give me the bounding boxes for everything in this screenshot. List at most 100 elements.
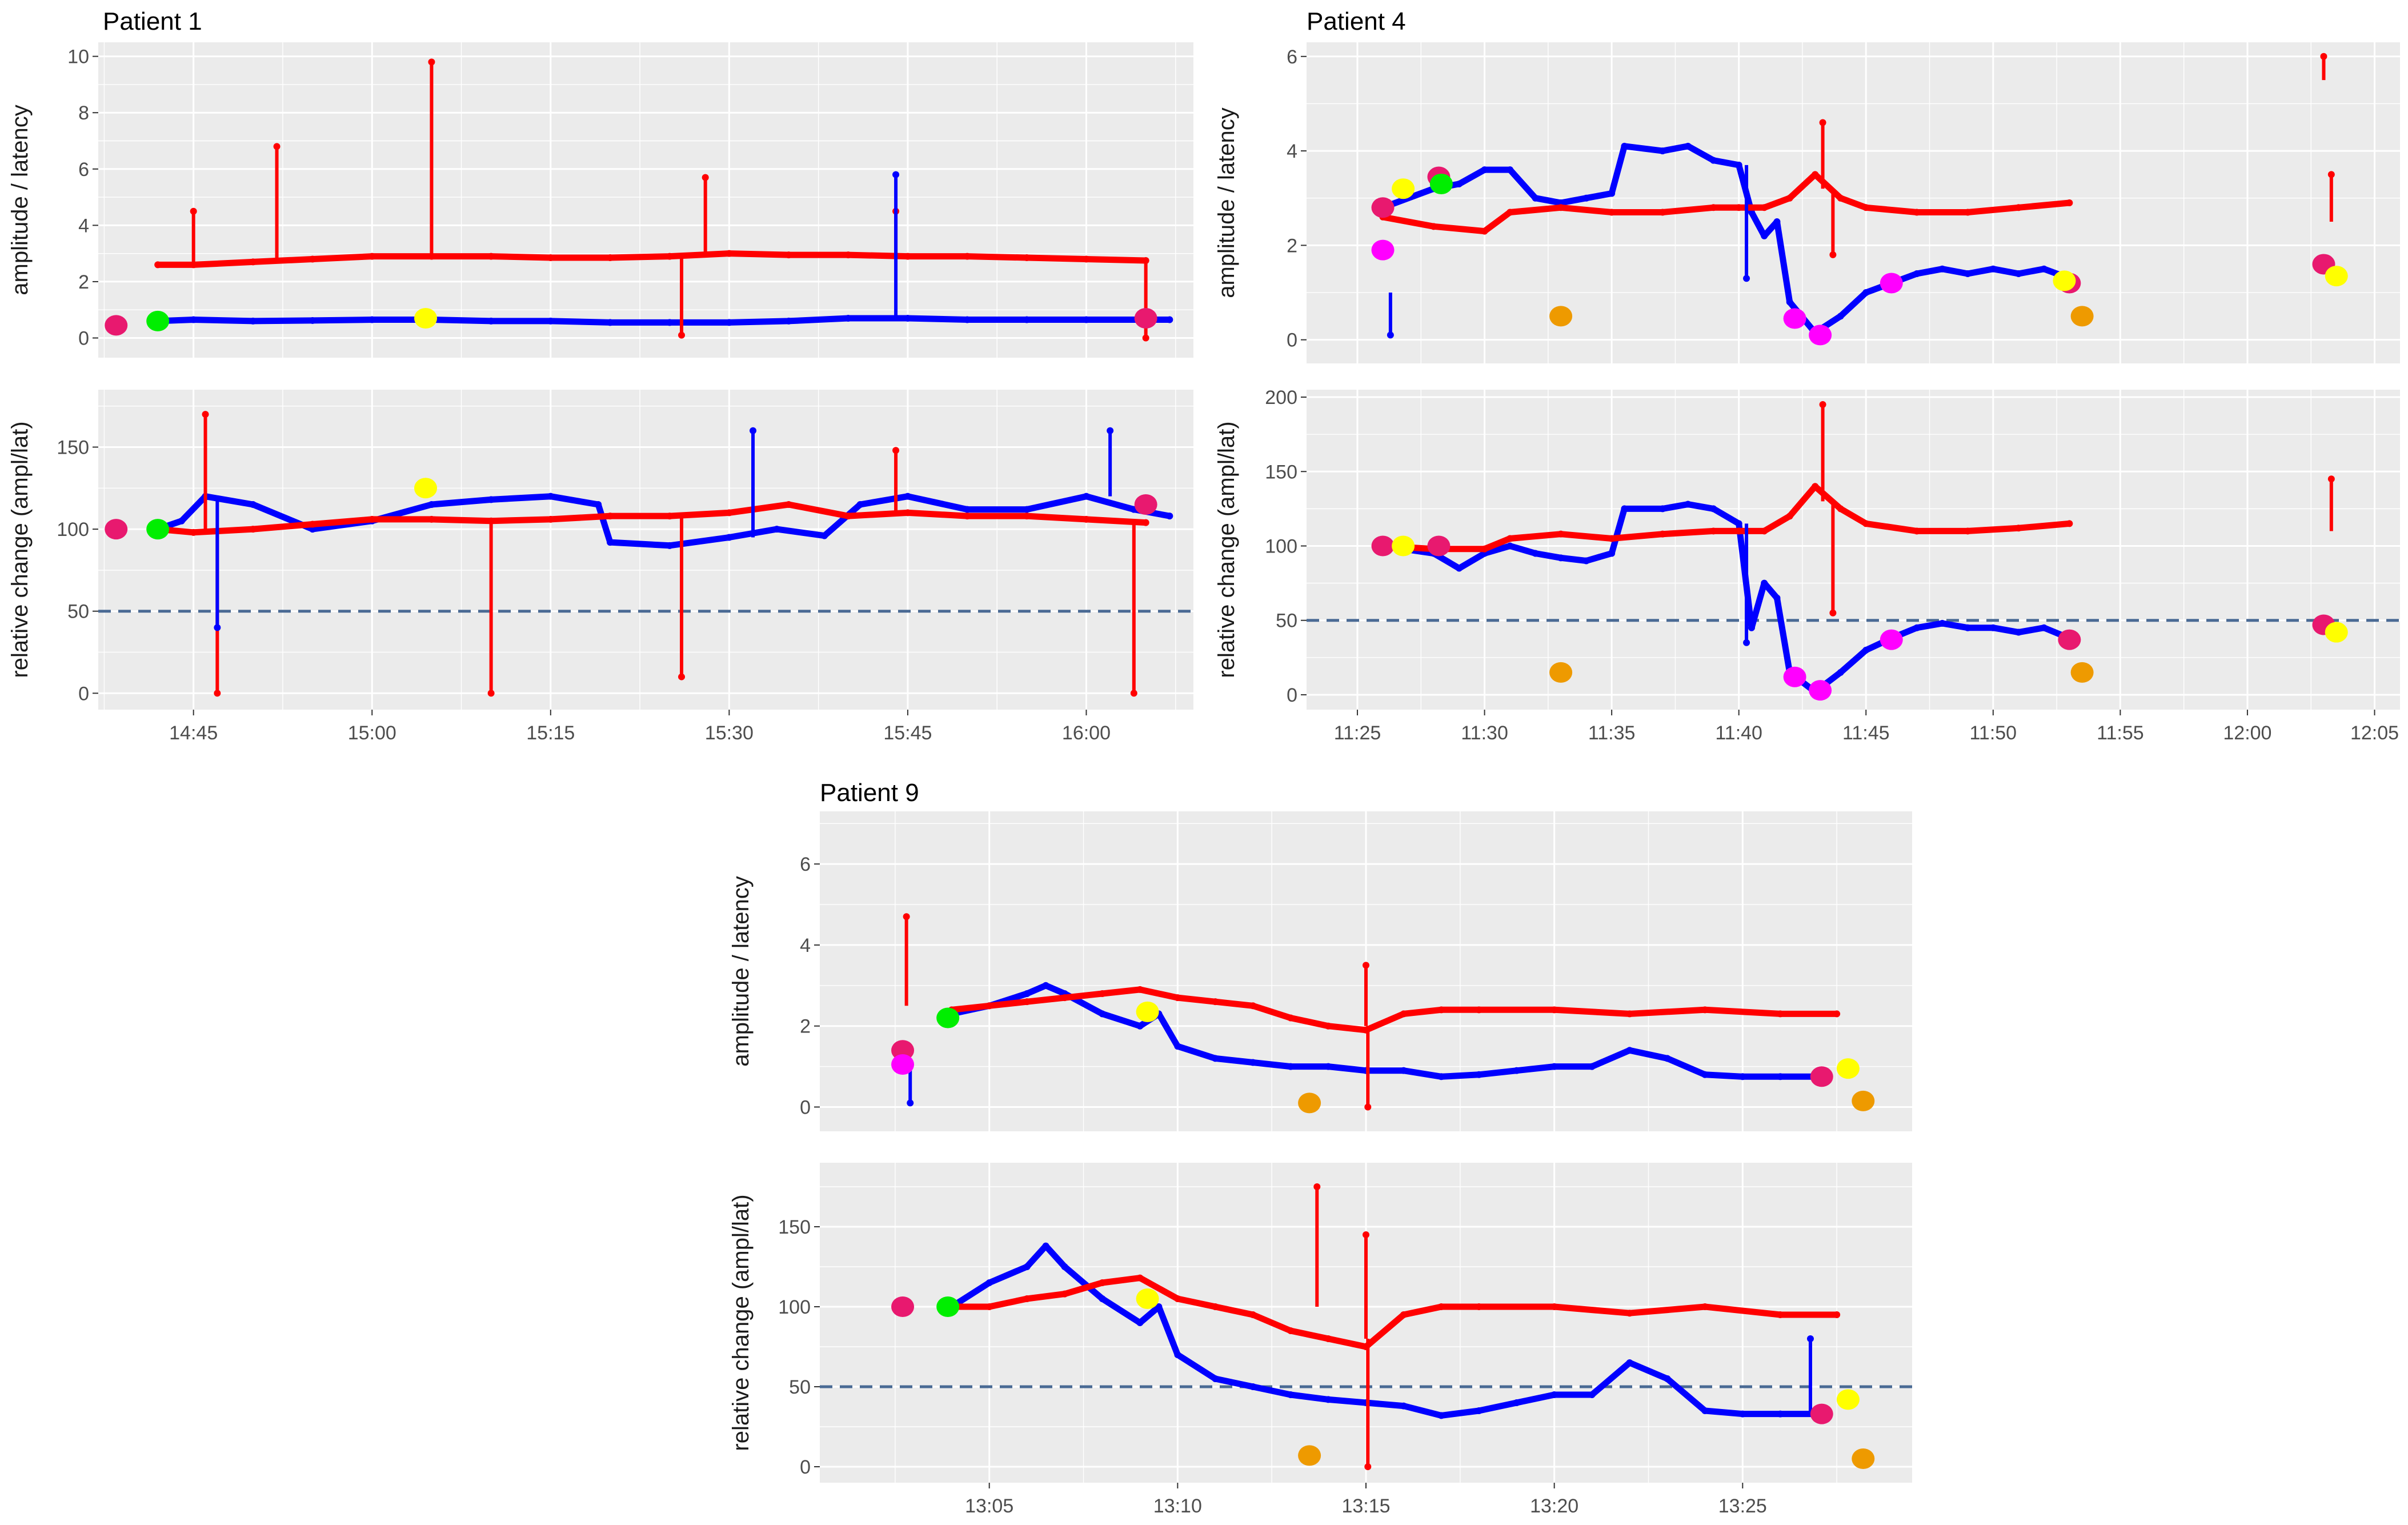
- amplitude-point: [1249, 1383, 1257, 1390]
- amplitude-spike-tip: [750, 427, 757, 434]
- latency-point: [1083, 515, 1090, 523]
- amplitude-point: [726, 534, 733, 541]
- amplitude-point: [1475, 1407, 1483, 1414]
- latency-point: [785, 251, 792, 259]
- event-marker: [1549, 662, 1573, 683]
- latency-point: [1777, 1010, 1784, 1018]
- latency-point: [1083, 255, 1090, 263]
- amplitude-point: [1786, 298, 1793, 306]
- amplitude-trace: [154, 493, 1173, 549]
- latency-spike-tip: [1819, 119, 1826, 126]
- latency-point: [428, 515, 435, 523]
- event-marker: [2053, 270, 2076, 291]
- latency-point: [1287, 1327, 1295, 1334]
- latency-point: [964, 253, 971, 260]
- latency-point: [154, 261, 162, 269]
- amplitude-point: [1023, 990, 1031, 997]
- latency-spike-tip: [678, 673, 686, 681]
- x-tick-label: 13:20: [1530, 1495, 1578, 1517]
- x-tick-label: 13:05: [965, 1495, 1013, 1517]
- event-marker: [1136, 1001, 1159, 1022]
- panel-background: [98, 390, 1193, 710]
- event-marker: [1810, 1403, 1833, 1424]
- y-tick-label: 50: [789, 1376, 811, 1398]
- y-tick-label: 150: [1265, 461, 1297, 483]
- y-tick-label: 0: [78, 328, 89, 350]
- latency-point: [1786, 513, 1793, 520]
- amplitude-point: [547, 317, 554, 325]
- event-marker: [1809, 325, 1832, 346]
- amplitude-spike-tip: [1743, 275, 1750, 282]
- amplitude-point: [785, 317, 792, 325]
- amplitude-point: [985, 1279, 993, 1286]
- patient-9-amplitude-latency-panel: 0 2 4 6 amplitude / latency: [728, 811, 1912, 1131]
- x-tick-label: 11:50: [1970, 722, 2017, 744]
- latency-point: [1659, 530, 1666, 538]
- amplitude-point: [1938, 619, 1946, 627]
- amplitude-point: [1023, 506, 1031, 513]
- x-tick-label: 11:35: [1588, 722, 1636, 744]
- latency-point: [844, 513, 852, 520]
- event-marker: [2058, 629, 2081, 650]
- latency-point: [1837, 505, 1844, 513]
- latency-point: [1023, 254, 1031, 262]
- y-tick-label: 50: [1276, 610, 1297, 632]
- latency-point: [1550, 1303, 1558, 1310]
- latency-point: [726, 509, 733, 517]
- latency-point: [904, 509, 911, 517]
- event-marker: [1852, 1090, 1875, 1111]
- latency-trace: [154, 501, 1149, 536]
- event-marker: [1136, 1288, 1159, 1309]
- amplitude-point: [1400, 1402, 1407, 1410]
- amplitude-point: [1989, 265, 1997, 273]
- event-marker: [1809, 680, 1832, 701]
- latency-point: [726, 250, 733, 257]
- latency-point: [1506, 535, 1514, 542]
- latency-spike-tip: [1313, 1183, 1321, 1190]
- amplitude-point: [1837, 669, 1844, 676]
- x-tick-label: 11:25: [1334, 722, 1381, 744]
- event-marker: [936, 1296, 960, 1317]
- patient-4-relative-change-panel: 0 50 100 150 200 11:25 11:30 11:35 11:40 11:45 11:…: [1214, 387, 2400, 744]
- latency-point: [1437, 1006, 1445, 1014]
- latency-point: [249, 258, 257, 266]
- amplitude-point: [428, 501, 435, 509]
- panel-background: [98, 42, 1193, 358]
- y-tick-label: 200: [1265, 387, 1297, 409]
- x-tick-label: 13:10: [1153, 1495, 1202, 1517]
- y-axis-label: relative change (ampl/lat): [1214, 421, 1239, 678]
- amplitude-point: [1773, 218, 1781, 226]
- amplitude-point: [1550, 1391, 1558, 1398]
- latency-point: [190, 529, 197, 536]
- latency-point: [1142, 519, 1149, 526]
- latency-point: [1557, 204, 1565, 211]
- amplitude-point: [1582, 194, 1590, 202]
- event-marker: [1427, 535, 1451, 557]
- amplitude-point: [1532, 194, 1539, 202]
- latency-point: [985, 1002, 993, 1010]
- amplitude-point: [487, 496, 495, 503]
- amplitude-spike-tip: [214, 624, 221, 631]
- x-tick-label: 15:45: [883, 722, 932, 744]
- event-marker: [414, 308, 438, 329]
- amplitude-point: [1456, 180, 1463, 187]
- latency-point: [1061, 994, 1068, 1002]
- amplitude-point: [1664, 1375, 1671, 1382]
- y-axis-label: relative change (ampl/lat): [728, 1194, 754, 1451]
- amplitude-point: [1701, 1407, 1709, 1414]
- latency-point: [1701, 1303, 1709, 1310]
- latency-spike-tip: [1363, 962, 1369, 969]
- patient-9-relative-change-panel: 0 50 100 150 13:05 13:10 13:15 13:20 13:25 relati…: [728, 1163, 1912, 1517]
- amplitude-point: [1777, 1410, 1784, 1418]
- latency-spike-tip: [2320, 53, 2327, 60]
- latency-spike-tip: [2327, 475, 2335, 483]
- amplitude-point: [1608, 190, 1616, 197]
- x-tick-label: 11:55: [2097, 722, 2144, 744]
- event-marker: [146, 519, 170, 540]
- amplitude-point: [1989, 624, 1997, 631]
- latency-point: [2066, 520, 2073, 527]
- y-tick-label: 2: [78, 271, 89, 293]
- event-marker: [1392, 535, 1415, 557]
- amplitude-point: [1136, 1022, 1144, 1030]
